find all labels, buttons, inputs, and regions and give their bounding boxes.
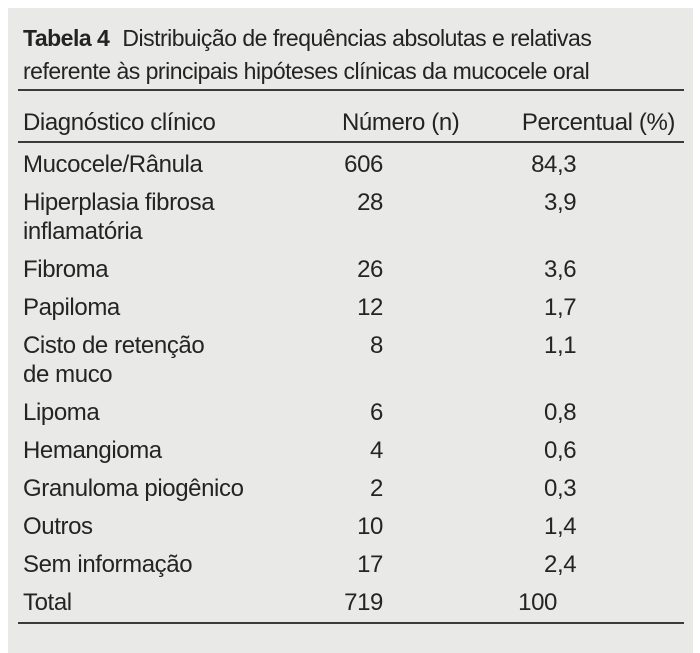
table-row: Outros 10 1,4 xyxy=(8,512,693,541)
percent-fraction-part: ,7 xyxy=(557,294,577,321)
number-cell: 8 xyxy=(370,332,383,359)
number-cell: 28 xyxy=(357,189,383,216)
number-cell: 17 xyxy=(357,551,383,578)
percent-fraction-part: ,6 xyxy=(557,256,577,283)
percent-integer-part: 84 xyxy=(531,151,557,178)
column-header-number: Número (n) xyxy=(342,109,460,136)
percent-cell: 100 xyxy=(383,588,579,617)
table-row: Mucocele/Rânula 606 84,3 xyxy=(8,150,693,179)
percent-cell: 1,1 xyxy=(383,331,579,360)
diagnosis-cell: Lipoma xyxy=(23,399,100,426)
number-cell: 26 xyxy=(357,256,383,283)
percent-integer-part: 1 xyxy=(544,332,557,359)
column-header-percent: Percentual (%) xyxy=(521,109,676,136)
percent-integer-part: 2 xyxy=(544,551,557,578)
percent-integer-part: 3 xyxy=(544,256,557,283)
percent-integer-part: 100 xyxy=(518,589,557,616)
table-row: Hemangioma 4 0,6 xyxy=(8,436,693,465)
percent-cell: 1,7 xyxy=(383,293,579,322)
percent-fraction-part: ,4 xyxy=(557,513,577,540)
percent-cell: 84,3 xyxy=(383,150,579,179)
table-figure-panel: Tabela 4 Distribuição de frequências abso… xyxy=(8,8,693,653)
bottom-rule xyxy=(18,622,684,624)
diagnosis-cell: Outros xyxy=(23,513,93,540)
percent-cell: 0,6 xyxy=(383,436,579,465)
percent-integer-part: 0 xyxy=(544,437,557,464)
number-cell: 719 xyxy=(344,589,383,616)
percent-cell: 3,6 xyxy=(383,255,579,284)
table-rows: Mucocele/Rânula 606 84,3 Hiperplasia fibros… xyxy=(8,150,693,626)
diagnosis-cell: Hiperplasia fibrosa inflamatória xyxy=(23,189,215,245)
diagnosis-cell: Cisto de retenção de muco xyxy=(23,332,205,388)
caption-line1: Tabela 4 Distribuição de frequências abso… xyxy=(23,22,687,55)
percent-cell: 3,9 xyxy=(383,188,579,217)
percent-integer-part: 1 xyxy=(544,294,557,321)
table-row: Cisto de retenção de muco 8 1,1 xyxy=(8,331,693,389)
table-row: Papiloma 12 1,7 xyxy=(8,293,693,322)
table-row: Granuloma piogênico 2 0,3 xyxy=(8,474,693,503)
percent-integer-part: 3 xyxy=(544,189,557,216)
diagnosis-cell: Sem informação xyxy=(23,551,193,578)
percent-cell: 1,4 xyxy=(383,512,579,541)
top-rule xyxy=(18,89,684,91)
table-header-row: Diagnóstico clínico Número (n) Percentua… xyxy=(8,108,693,137)
diagnosis-cell: Mucocele/Rânula xyxy=(23,151,203,178)
percent-fraction-part: ,3 xyxy=(557,151,577,178)
column-header-diagnosis: Diagnóstico clínico xyxy=(23,109,216,136)
percent-cell: 0,8 xyxy=(383,398,579,427)
percent-fraction-part xyxy=(557,588,579,617)
table-row: Hiperplasia fibrosa inflamatória 28 3,9 xyxy=(8,188,693,246)
percent-integer-part: 1 xyxy=(544,513,557,540)
table-caption: Tabela 4 Distribuição de frequências abso… xyxy=(23,22,687,88)
caption-text-line1: Distribuição de frequências absolutas e … xyxy=(122,25,592,51)
number-cell: 10 xyxy=(357,513,383,540)
number-cell: 12 xyxy=(357,294,383,321)
percent-integer-part: 0 xyxy=(544,399,557,426)
table-row: Total 719 100 xyxy=(8,588,693,617)
caption-text-line2: referente às principais hipóteses clínic… xyxy=(23,58,590,84)
table-row: Fibroma 26 3,6 xyxy=(8,255,693,284)
percent-cell: 0,3 xyxy=(383,474,579,503)
table-row: Lipoma 6 0,8 xyxy=(8,398,693,427)
header-rule xyxy=(18,141,684,143)
diagnosis-cell: Total xyxy=(23,589,72,616)
caption-label: Tabela 4 xyxy=(23,25,110,51)
table-row: Sem informação 17 2,4 xyxy=(8,550,693,579)
percent-fraction-part: ,6 xyxy=(557,437,577,464)
number-cell: 2 xyxy=(370,475,383,502)
diagnosis-cell: Papiloma xyxy=(23,294,120,321)
diagnosis-cell: Granuloma piogênico xyxy=(23,475,244,502)
percent-fraction-part: ,1 xyxy=(557,332,577,359)
diagnosis-cell: Fibroma xyxy=(23,256,109,283)
percent-fraction-part: ,8 xyxy=(557,399,577,426)
percent-fraction-part: ,9 xyxy=(557,189,577,216)
percent-fraction-part: ,3 xyxy=(557,475,577,502)
number-cell: 4 xyxy=(370,437,383,464)
number-cell: 606 xyxy=(344,151,383,178)
percent-cell: 2,4 xyxy=(383,550,579,579)
percent-fraction-part: ,4 xyxy=(557,551,577,578)
percent-integer-part: 0 xyxy=(544,475,557,502)
number-cell: 6 xyxy=(370,399,383,426)
diagnosis-cell: Hemangioma xyxy=(23,437,162,464)
